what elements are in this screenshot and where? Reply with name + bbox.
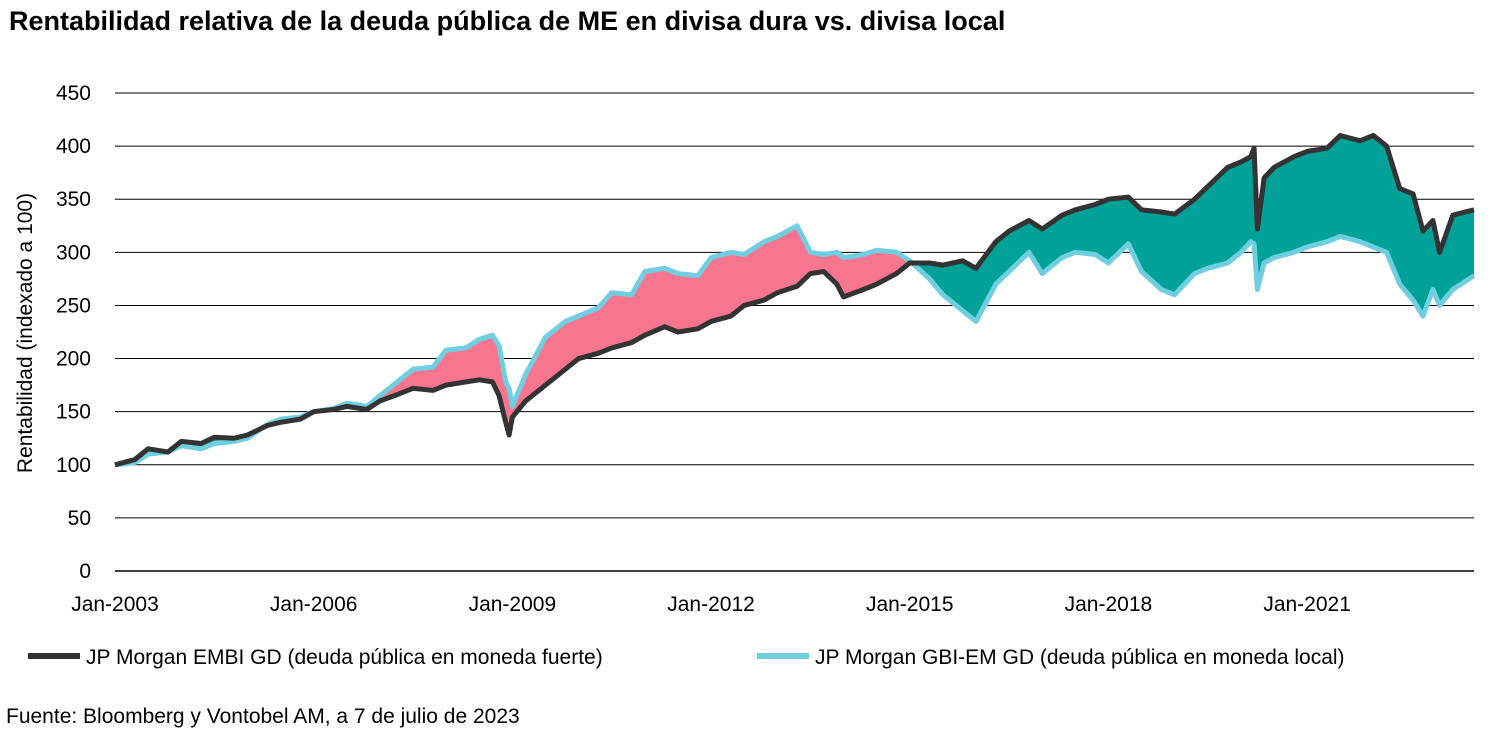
legend-label-embi: JP Morgan EMBI GD (deuda pública en mone… <box>86 646 603 669</box>
y-axis-label: Rentabilidad (indexado a 100) <box>14 193 37 473</box>
y-tick-label: 150 <box>56 401 91 424</box>
y-tick-label: 350 <box>56 188 91 211</box>
series-line-gbi-em <box>114 223 1476 468</box>
gridlines <box>115 92 1474 519</box>
legend: JP Morgan EMBI GD (deuda pública en mone… <box>28 646 1345 669</box>
x-tick-label: Jan-2003 <box>71 593 159 616</box>
y-tick-label: 300 <box>56 241 91 264</box>
y-tick-label: 100 <box>56 454 91 477</box>
y-tick-label: 250 <box>56 294 91 317</box>
x-tick-label: Jan-2006 <box>270 593 358 616</box>
x-tick-label: Jan-2015 <box>866 593 954 616</box>
legend-label-gbi: JP Morgan GBI-EM GD (deuda pública en mo… <box>815 646 1345 669</box>
x-tick-label: Jan-2009 <box>469 593 557 616</box>
x-tick-label: Jan-2021 <box>1263 593 1351 616</box>
y-tick-label: 50 <box>68 507 91 530</box>
y-tick-label: 200 <box>56 348 91 371</box>
y-axis-ticks: 0 50 100 150 200 250 300 350 400 450 <box>56 82 91 583</box>
chart-title: Rentabilidad relativa de la deuda públic… <box>9 6 1006 36</box>
x-axis-ticks: Jan-2003 Jan-2006 Jan-2009 Jan-2012 Jan-2015… <box>71 593 1351 616</box>
series-line-embi <box>114 133 1475 468</box>
y-tick-label: 450 <box>56 82 91 105</box>
source-note: Fuente: Bloomberg y Vontobel AM, a 7 de … <box>6 705 520 728</box>
spread-fill-hard-outperformance <box>115 135 1474 465</box>
y-tick-label: 0 <box>79 560 91 583</box>
y-tick-label: 400 <box>56 135 91 158</box>
x-tick-label: Jan-2012 <box>667 593 755 616</box>
x-tick-label: Jan-2018 <box>1065 593 1153 616</box>
